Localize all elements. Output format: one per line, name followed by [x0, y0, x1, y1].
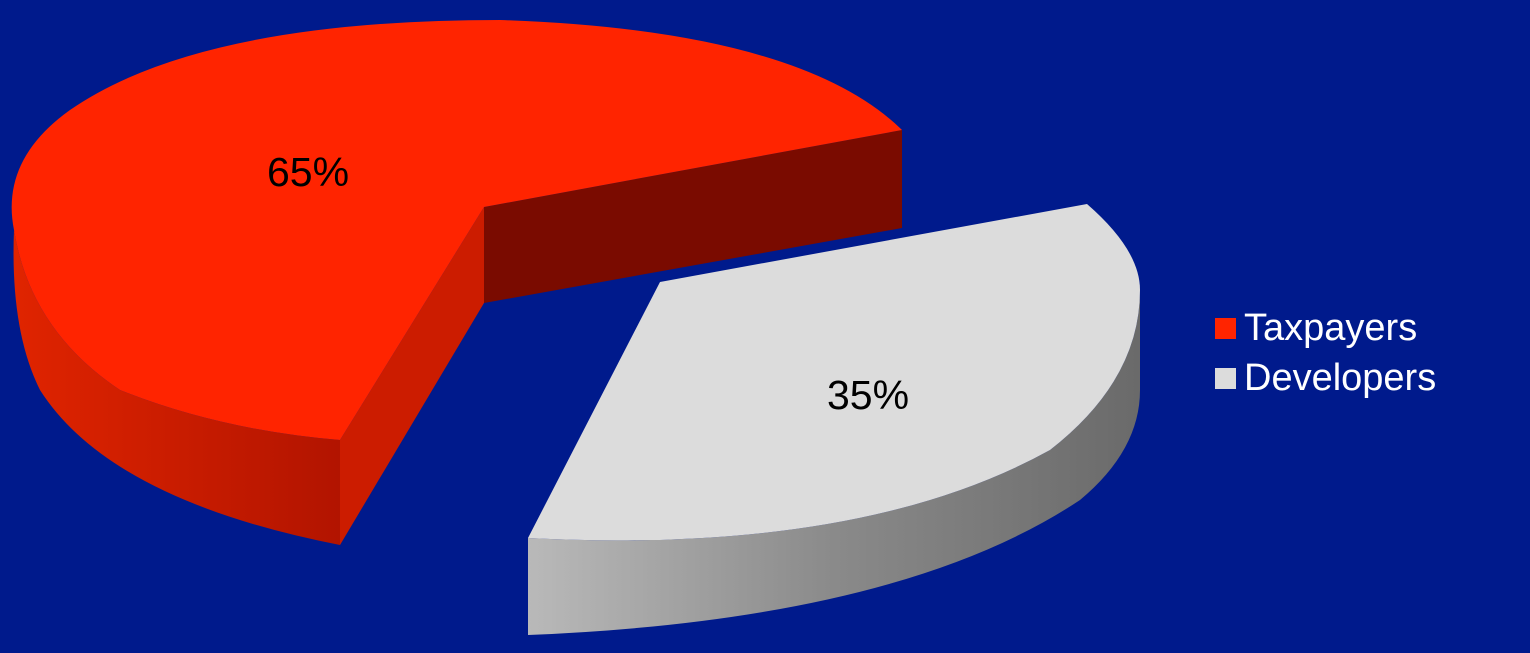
- slice-developers-top: [528, 204, 1140, 541]
- slice-taxpayers: 65%: [11, 20, 902, 545]
- slice-taxpayers-inner-face: [340, 207, 484, 545]
- legend-label-taxpayers: Taxpayers: [1244, 306, 1418, 349]
- slice-developers: 35%: [528, 204, 1140, 635]
- legend-label-developers: Developers: [1244, 356, 1437, 399]
- slice-taxpayers-label: 65%: [267, 149, 349, 195]
- legend-swatch-developers: [1215, 367, 1236, 389]
- slice-taxpayers-back-face: [484, 130, 902, 303]
- chart-legend: Taxpayers Developers: [1215, 303, 1436, 403]
- slice-taxpayers-top: [11, 20, 902, 440]
- legend-item-developers: Developers: [1215, 353, 1436, 403]
- slice-developers-label: 35%: [827, 372, 909, 418]
- slice-developers-rim: [528, 290, 1140, 635]
- slice-taxpayers-rim: [13, 230, 340, 545]
- legend-swatch-taxpayers: [1215, 317, 1236, 339]
- legend-item-taxpayers: Taxpayers: [1215, 303, 1436, 353]
